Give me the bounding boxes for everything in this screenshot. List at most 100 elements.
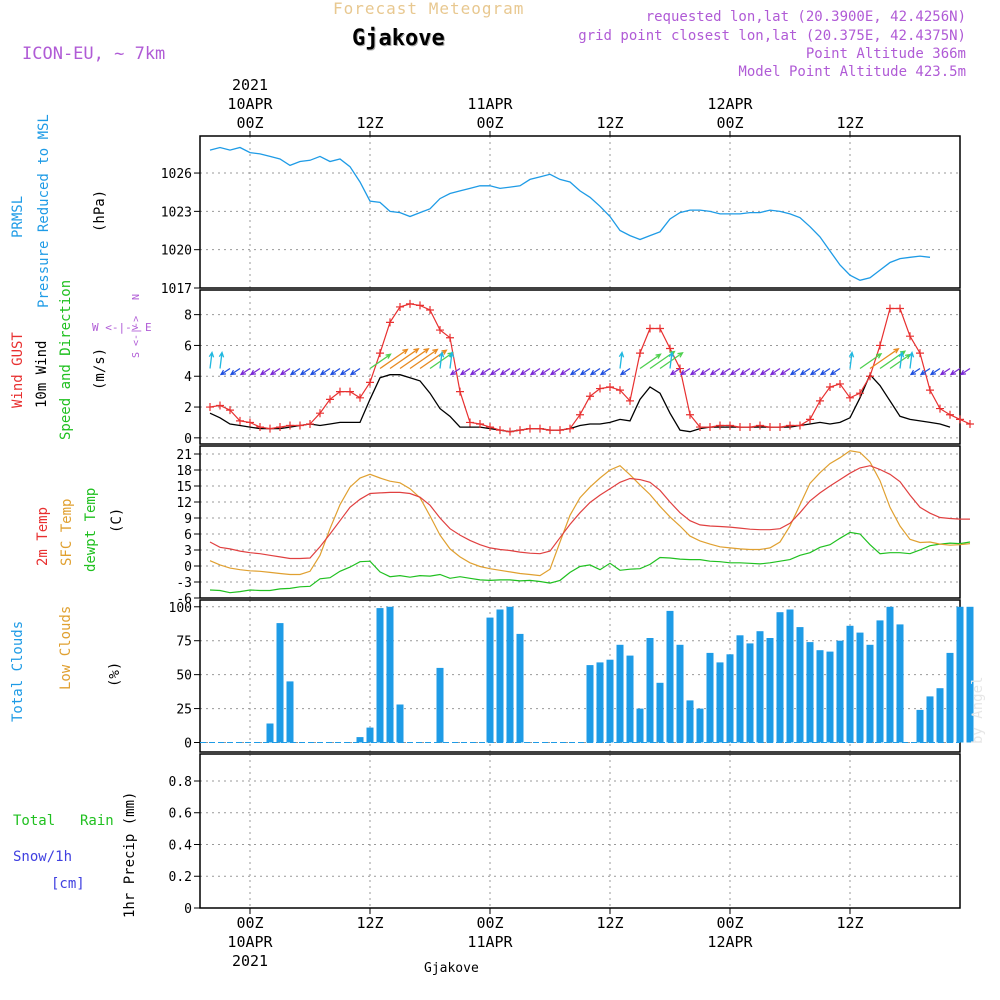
- temp-unit: (C): [109, 508, 125, 533]
- compass-n: N: [131, 294, 142, 300]
- wind-direction-arrow: [529, 367, 541, 376]
- gust-marker: [296, 421, 304, 430]
- cloud-bar: [436, 667, 444, 743]
- wind-direction-arrow: [959, 367, 971, 376]
- cloud-bar: [376, 608, 384, 743]
- gust-marker: [936, 404, 944, 413]
- cloud-bar: [816, 650, 824, 743]
- cloud-bar: [856, 632, 864, 743]
- gust-marker: [516, 426, 524, 435]
- gust-marker: [446, 333, 454, 342]
- precip-axis-label: 1hr Precip (mm): [122, 792, 138, 918]
- dewpt-label: dewpt Temp: [83, 488, 99, 572]
- gust-marker: [946, 410, 954, 419]
- top-time-label: 00Z: [476, 114, 503, 132]
- gust-marker: [786, 421, 794, 430]
- wind-direction-arrow: [909, 367, 921, 376]
- wind-direction-arrow: [539, 367, 551, 376]
- gust-marker: [226, 406, 234, 415]
- gust-marker: [626, 396, 634, 405]
- gust-marker: [426, 306, 434, 315]
- gust-label: Wind GUST: [10, 332, 26, 408]
- cloud-bar: [596, 662, 604, 743]
- gust-marker: [916, 349, 924, 358]
- cloud-bar: [726, 654, 734, 743]
- gust-marker: [336, 387, 344, 396]
- total-clouds-label: Total Clouds: [10, 621, 26, 722]
- gust-marker: [466, 418, 474, 427]
- sfc-label: SFC Temp: [59, 499, 75, 566]
- wind-direction-arrow: [939, 367, 951, 376]
- cloud-bar: [656, 682, 664, 743]
- clouds-panel-ytick-label: 25: [176, 703, 192, 718]
- wind-direction-arrow: [438, 351, 445, 369]
- gust-marker: [506, 427, 514, 436]
- precip-panel-ytick-label: 0.8: [169, 775, 192, 790]
- wind-direction-arrow: [929, 367, 941, 376]
- gust-marker: [666, 344, 674, 353]
- wind-direction-arrow: [229, 367, 241, 376]
- bottom-time-label: 12Z: [596, 914, 623, 932]
- wind-direction-arrow: [319, 367, 331, 376]
- wind-direction-arrow: [299, 367, 311, 376]
- wind-direction-arrow: [908, 351, 915, 369]
- gust-marker: [846, 393, 854, 402]
- header-title: Forecast Meteogram: [333, 0, 525, 18]
- wind-direction-arrow: [369, 353, 392, 370]
- wind-direction-arrow: [779, 367, 791, 376]
- gust-marker: [596, 384, 604, 393]
- wind-direction-arrow: [509, 367, 521, 376]
- wind-direction-arrow: [618, 351, 625, 369]
- wind-direction-arrow: [739, 367, 751, 376]
- wind-direction-arrow: [289, 367, 301, 376]
- gust-marker: [826, 383, 834, 392]
- wind-panel-ytick-label: 2: [184, 401, 192, 416]
- wind-direction-arrow: [619, 367, 631, 376]
- wind-direction-arrow: [599, 367, 611, 376]
- precip-rain-label: Rain: [80, 813, 114, 829]
- bottom-time-label: 00Z: [476, 914, 503, 932]
- temperature-panel-ytick-label: 12: [176, 496, 192, 511]
- wind-direction-arrow: [349, 367, 361, 376]
- wind-panel-ytick-label: 6: [184, 339, 192, 354]
- pressure-unit: (hPa): [92, 190, 108, 232]
- compass-arrow: <-|->: [131, 316, 142, 346]
- gust-marker: [546, 426, 554, 435]
- temperature-panel-ytick-label: 3: [184, 544, 192, 559]
- cloud-bar: [286, 681, 294, 743]
- gust-marker: [896, 304, 904, 313]
- top-time-label: 10APR: [227, 95, 273, 113]
- gust-marker: [796, 421, 804, 430]
- cloud-bar: [716, 662, 724, 743]
- wind-direction-arrow: [819, 367, 831, 376]
- clouds-panel-ytick-label: 0: [184, 737, 192, 752]
- pressure-panel-ytick-label: 1023: [161, 205, 192, 220]
- wind-direction-arrow: [589, 367, 601, 376]
- temperature-panel-ytick-label: -3: [176, 576, 192, 591]
- wind-direction-arrow: [219, 367, 231, 376]
- gust-marker: [866, 372, 874, 381]
- cloud-bar: [876, 620, 884, 743]
- temperature-panel-ytick-label: 15: [176, 480, 192, 495]
- cloud-bar: [766, 638, 774, 743]
- wind-direction-arrow: [699, 367, 711, 376]
- gust-marker: [576, 410, 584, 419]
- pressure-panel-ytick-label: 1020: [161, 244, 192, 259]
- wind-direction-arrow: [559, 367, 571, 376]
- wind-direction-arrow: [239, 367, 251, 376]
- cloud-bar: [506, 606, 514, 743]
- clouds-panel-ytick-label: 100: [169, 601, 192, 616]
- cloud-bar: [936, 688, 944, 743]
- wind-direction-arrow: [459, 367, 471, 376]
- wind-direction-arrow: [869, 347, 900, 370]
- bottom-time-label: 2021: [232, 952, 268, 970]
- gust-marker: [326, 395, 334, 404]
- wind-direction-arrow: [679, 367, 691, 376]
- wind-panel-bg: [200, 290, 960, 444]
- cloud-bar: [636, 708, 644, 743]
- cloud-bar: [886, 606, 894, 743]
- t2m-label: 2m Temp: [35, 507, 51, 566]
- wind-direction-arrow: [409, 348, 439, 370]
- cloud-bar: [646, 638, 654, 743]
